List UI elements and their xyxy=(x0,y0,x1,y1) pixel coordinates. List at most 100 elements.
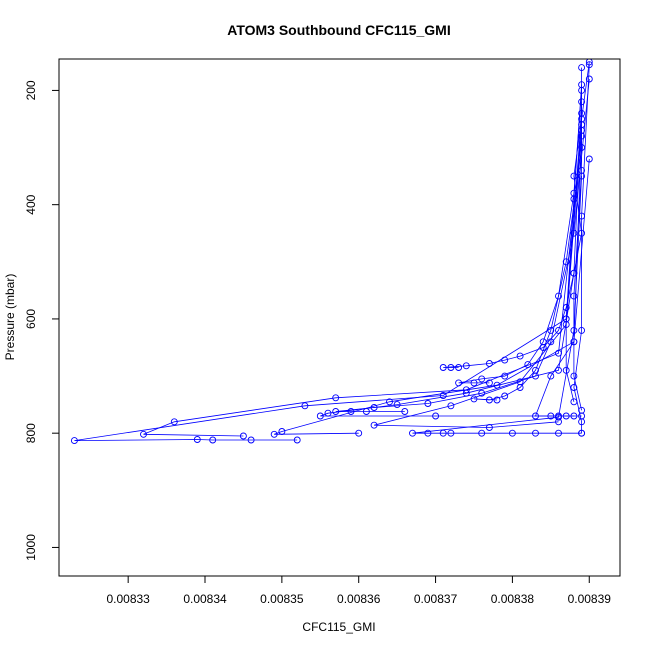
data-point xyxy=(516,352,524,360)
x-tick-label: 0.00838 xyxy=(491,592,535,606)
data-point xyxy=(170,418,178,426)
data-point xyxy=(493,381,501,389)
data-point xyxy=(555,429,562,437)
data-point xyxy=(370,421,378,429)
data-point xyxy=(332,394,340,402)
data-point xyxy=(478,429,486,437)
data-point xyxy=(570,195,578,203)
y-axis: 200 400 600 800 1000 xyxy=(24,80,60,561)
data-point xyxy=(439,429,447,437)
series-line xyxy=(573,64,590,434)
data-point xyxy=(209,436,217,444)
data-point xyxy=(401,408,409,415)
data-point xyxy=(555,292,562,300)
data-point xyxy=(562,315,570,323)
y-tick-label: 600 xyxy=(24,309,38,329)
data-point xyxy=(424,429,432,437)
series-line xyxy=(565,84,582,402)
series-line xyxy=(274,158,590,435)
data-point xyxy=(478,389,486,397)
data-point xyxy=(239,432,247,440)
data-point xyxy=(547,338,555,346)
chart-title: ATOM3 Southbound CFC115_GMI xyxy=(227,22,451,38)
y-tick-label: 800 xyxy=(24,423,38,443)
plot-data xyxy=(70,58,593,445)
data-point xyxy=(562,366,570,374)
data-point xyxy=(578,406,586,414)
data-point xyxy=(532,372,539,380)
data-point xyxy=(578,64,586,72)
data-point xyxy=(470,379,478,387)
data-point xyxy=(447,402,455,410)
y-tick-label: 1000 xyxy=(24,534,38,561)
data-point xyxy=(432,412,440,420)
data-point xyxy=(516,378,524,386)
data-point xyxy=(578,418,586,426)
data-point xyxy=(439,364,447,371)
x-tick-label: 0.00835 xyxy=(260,592,304,606)
data-point xyxy=(578,326,586,334)
x-tick-label: 0.00839 xyxy=(568,592,612,606)
data-point xyxy=(585,75,593,83)
x-axis-label: CFC115_GMI xyxy=(302,620,375,634)
data-point xyxy=(140,430,147,438)
plot-frame xyxy=(58,58,621,577)
x-tick-label: 0.00837 xyxy=(414,592,458,606)
y-tick-label: 400 xyxy=(24,194,38,214)
data-point xyxy=(386,398,393,406)
x-tick-label: 0.00833 xyxy=(106,592,150,606)
series-line xyxy=(335,78,590,412)
data-point xyxy=(555,412,562,420)
data-point xyxy=(462,362,470,370)
series-line xyxy=(412,176,582,434)
data-point xyxy=(293,436,301,444)
data-point xyxy=(570,384,578,391)
data-point xyxy=(485,379,493,387)
data-point xyxy=(439,392,447,399)
data-point xyxy=(478,375,486,383)
data-point xyxy=(562,412,570,420)
data-point xyxy=(578,429,586,437)
data-point xyxy=(447,429,455,437)
data-point xyxy=(355,429,363,437)
data-point xyxy=(501,392,509,400)
data-point xyxy=(578,166,586,174)
data-point xyxy=(570,412,578,420)
data-point xyxy=(547,372,555,380)
data-point xyxy=(247,436,255,444)
data-point xyxy=(578,212,586,220)
y-tick-label: 200 xyxy=(24,80,38,100)
data-point xyxy=(485,396,493,404)
data-point xyxy=(532,429,539,437)
data-point xyxy=(193,436,201,443)
data-point xyxy=(570,398,578,406)
data-point xyxy=(508,429,516,437)
data-point xyxy=(393,401,401,409)
data-point xyxy=(578,81,586,89)
series-line xyxy=(374,124,582,428)
data-point xyxy=(455,364,463,371)
data-point xyxy=(301,402,309,410)
data-point xyxy=(270,430,278,438)
data-point xyxy=(570,292,578,300)
data-point xyxy=(532,412,539,420)
data-point xyxy=(409,429,416,437)
series-line xyxy=(74,113,582,441)
data-point xyxy=(555,349,562,357)
x-tick-label: 0.00834 xyxy=(183,592,227,606)
data-point xyxy=(70,437,78,445)
x-axis: 0.00833 0.00834 0.00835 0.00836 0.00837 0.008… xyxy=(106,575,612,606)
data-point xyxy=(462,386,470,394)
series-line xyxy=(473,147,582,401)
data-point xyxy=(424,400,432,407)
x-tick-label: 0.00836 xyxy=(337,592,381,606)
series-line xyxy=(320,101,582,417)
data-point xyxy=(278,428,286,435)
data-point xyxy=(570,372,578,380)
data-point xyxy=(562,258,570,266)
series-line xyxy=(143,136,582,437)
data-point xyxy=(447,364,455,371)
data-point xyxy=(555,366,562,374)
data-point xyxy=(585,155,593,163)
